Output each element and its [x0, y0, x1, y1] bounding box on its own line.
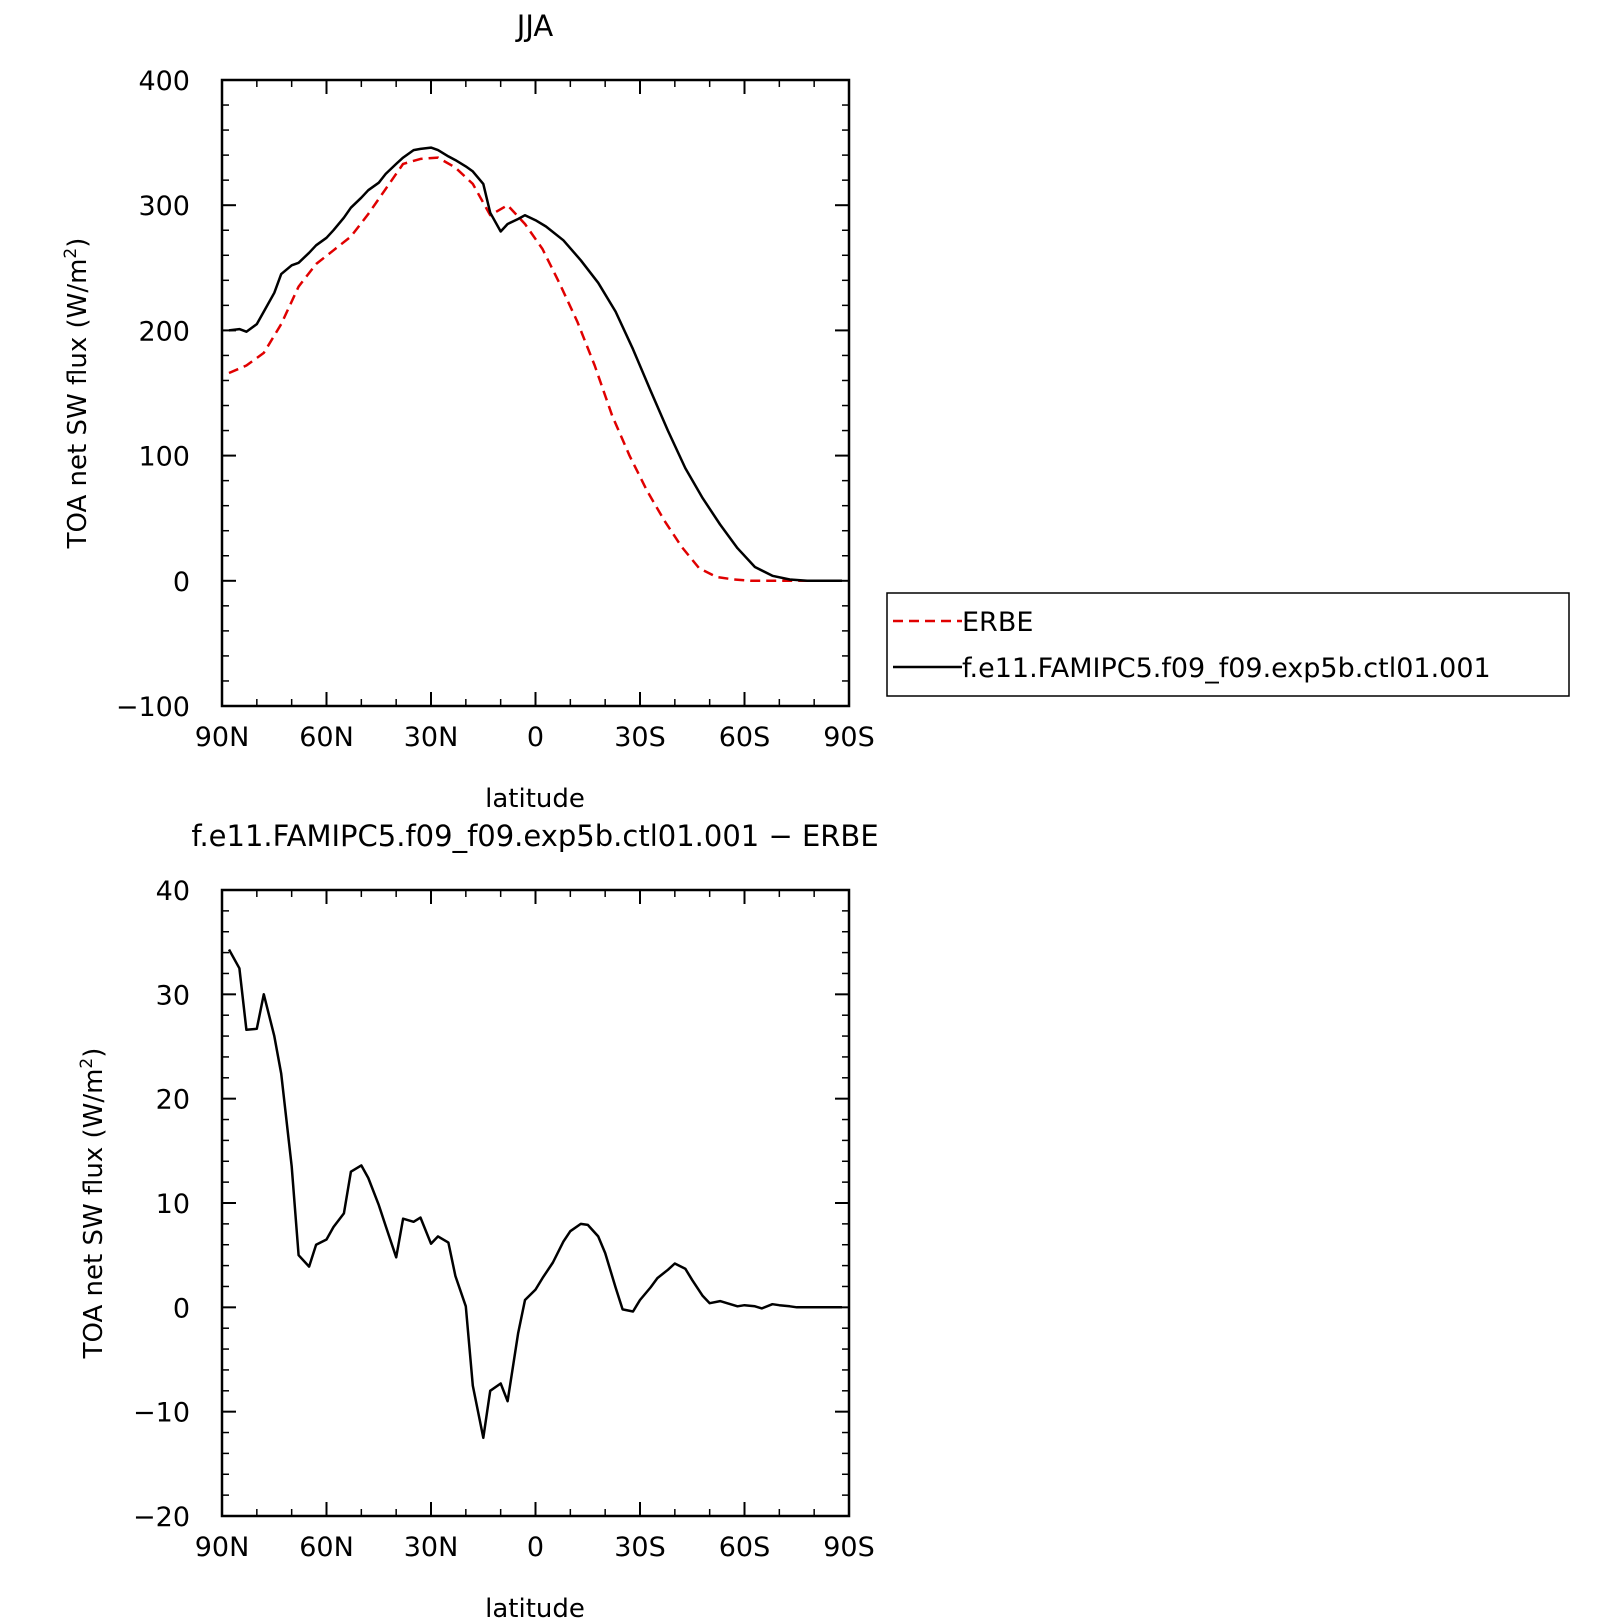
bottom-y-tick-labels: −20 −10 0 10 20 30 40	[133, 876, 190, 1533]
y-tick-label: 400	[138, 66, 190, 97]
top-series-line-model	[228, 146, 842, 583]
x-tick-label: 0	[527, 722, 544, 753]
y-tick-label: 0	[173, 567, 190, 598]
top-x-axis-label: latitude	[485, 784, 585, 814]
bottom-y-axis-label-superscript: 2	[77, 1058, 97, 1069]
legend-label-model: f.e11.FAMIPC5.f09_f09.exp5b.ctl01.001	[962, 653, 1491, 684]
y-tick-label: 10	[156, 1189, 190, 1220]
top-y-axis-label-superscript: 2	[61, 248, 81, 259]
top-y-tick-labels: −100 0 100 200 300 400	[116, 66, 190, 723]
legend-label-erbe: ERBE	[962, 607, 1033, 638]
x-tick-label: 90N	[195, 1532, 250, 1563]
y-tick-label: 200	[138, 316, 190, 347]
bottom-series	[227, 948, 842, 1440]
bottom-chart-title: f.e11.FAMIPC5.f09_f09.exp5b.ctl01.001 − …	[191, 819, 878, 853]
y-tick-label: −100	[116, 692, 190, 723]
top-minor-ticks	[222, 80, 849, 706]
x-tick-label: 90S	[823, 1532, 875, 1563]
bottom-x-tick-labels: 90N 60N 30N 0 30S 60S 90S	[195, 1532, 875, 1563]
top-y-axis-label-close: )	[63, 238, 93, 248]
top-y-axis-label: TOA net SW flux (W/m2)	[61, 238, 93, 550]
y-tick-label: −10	[133, 1398, 190, 1429]
y-tick-label: 20	[156, 1085, 190, 1116]
y-tick-label: 300	[138, 191, 190, 222]
x-tick-label: 30S	[614, 1532, 666, 1563]
top-x-tick-labels: 90N 60N 30N 0 30S 60S 90S	[195, 722, 875, 753]
bottom-major-ticks	[221, 889, 850, 1517]
y-tick-label: 30	[156, 980, 190, 1011]
x-tick-label: 60N	[299, 722, 354, 753]
y-tick-label: −20	[133, 1502, 190, 1533]
x-tick-label: 60S	[719, 722, 771, 753]
bottom-y-axis-label: TOA net SW flux (W/m2)	[77, 1048, 109, 1360]
y-tick-label: 0	[173, 1293, 190, 1324]
legend-box	[886, 592, 1570, 697]
bottom-y-axis-label-close: )	[79, 1048, 109, 1058]
top-series-line-erbe	[228, 156, 842, 583]
bottom-plot-frame	[220, 888, 851, 1518]
top-series	[228, 146, 842, 583]
top-y-axis-label-main: TOA net SW flux (W/m	[63, 259, 93, 550]
bottom-y-axis-label-main: TOA net SW flux (W/m	[79, 1069, 109, 1360]
bottom-x-axis-label: latitude	[485, 1594, 585, 1619]
x-tick-label: 90S	[823, 722, 875, 753]
x-tick-label: 60S	[719, 1532, 771, 1563]
x-tick-label: 0	[527, 1532, 544, 1563]
top-chart-title: JJA	[515, 9, 554, 43]
bottom-panel: f.e11.FAMIPC5.f09_f09.exp5b.ctl01.001 − …	[77, 819, 879, 1619]
x-tick-label: 30N	[404, 1532, 459, 1563]
x-tick-label: 60N	[299, 1532, 354, 1563]
x-tick-label: 30N	[404, 722, 459, 753]
bottom-series-line-difference	[227, 948, 842, 1440]
y-tick-label: 40	[156, 876, 190, 907]
x-tick-label: 90N	[195, 722, 250, 753]
y-tick-label: 100	[138, 442, 190, 473]
top-major-ticks	[221, 79, 850, 707]
bottom-minor-ticks	[222, 890, 849, 1516]
x-tick-label: 30S	[614, 722, 666, 753]
legend: ERBE f.e11.FAMIPC5.f09_f09.exp5b.ctl01.0…	[886, 592, 1570, 697]
top-plot-frame	[220, 78, 851, 708]
